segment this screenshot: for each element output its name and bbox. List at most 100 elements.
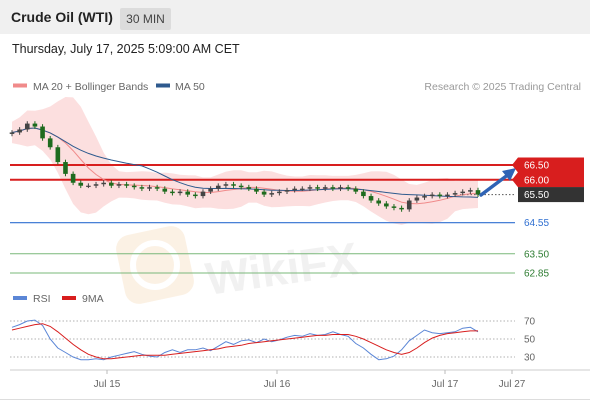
candle-body: [361, 191, 366, 197]
x-tick-label: Jul 15: [94, 379, 121, 390]
candle-body: [345, 187, 351, 189]
candle-body: [437, 194, 443, 197]
candle-body: [231, 184, 236, 186]
instrument-title: Crude Oil (WTI): [11, 9, 113, 25]
level-label-5: 62.85: [524, 269, 549, 280]
candle-body: [384, 203, 389, 207]
levels-layer: [10, 164, 515, 274]
rsi-series-line-1: [11, 323, 478, 360]
level-label-tip-1: [512, 172, 518, 188]
candle-body: [78, 182, 84, 186]
candle-body: [452, 193, 458, 195]
candle-body: [292, 188, 297, 191]
legend-swatch-rsi: [13, 296, 27, 300]
legend-label-rsi: RSI: [33, 293, 51, 305]
candle-body: [162, 188, 168, 192]
candle-body: [330, 187, 336, 189]
x-tick-label: Jul 27: [499, 379, 526, 390]
candle-body: [200, 191, 206, 197]
candle-body: [147, 187, 152, 189]
x-axis: Jul 15 Jul 16 Jul 17 Jul 27: [94, 370, 526, 390]
level-label-0: 66.50: [524, 161, 549, 172]
level-label-bg-2: [518, 187, 584, 203]
rsi-tick-label-70: 70: [524, 317, 536, 328]
candle-body: [185, 191, 191, 195]
candle-body: [193, 194, 198, 197]
candle-body: [32, 123, 38, 127]
candle-body: [338, 187, 343, 189]
header-bar: [0, 0, 590, 34]
x-tick-label: Jul 16: [264, 379, 291, 390]
candles-layer: [9, 121, 481, 212]
candle-body: [299, 188, 305, 190]
candle-body: [116, 184, 122, 186]
candle-body: [139, 187, 145, 189]
candle-body: [391, 206, 397, 208]
candle-body: [399, 207, 404, 210]
candle-body: [154, 187, 160, 189]
candle-body: [406, 200, 412, 210]
candle-body: [47, 138, 53, 148]
datetime-label: Thursday, July 17, 2025 5:09:00 AM CET: [12, 42, 240, 56]
candle-body: [269, 193, 275, 195]
level-label-tip-0: [512, 157, 518, 173]
moving-averages-layer: [11, 127, 479, 205]
level-label-4: 63.50: [524, 249, 549, 260]
wikifx-watermark: WikiFX: [116, 226, 361, 305]
candle-body: [429, 194, 435, 197]
candle-body: [101, 182, 106, 185]
candle-body: [376, 200, 381, 204]
candle-body: [277, 191, 282, 194]
legend-label-ma50: MA 50: [175, 81, 205, 93]
candle-body: [322, 187, 328, 189]
timeframe-badge[interactable]: [120, 8, 171, 30]
candle-body: [24, 123, 30, 130]
candle-body: [223, 184, 229, 186]
candle-body: [353, 188, 359, 192]
candle-body: [86, 185, 91, 187]
legend-label-9ma: 9MA: [82, 293, 104, 305]
candle-body: [55, 147, 61, 163]
candle-body: [468, 190, 473, 192]
forecast-arrow: [479, 168, 516, 197]
level-label-bg-1: [518, 172, 584, 188]
candle-body: [445, 194, 450, 197]
candle-body: [368, 196, 374, 201]
level-label-bg-0: [518, 157, 584, 173]
candle-body: [17, 129, 22, 133]
candle-body: [177, 191, 183, 194]
level-label-2: 65.50: [524, 190, 549, 201]
legend-swatch-ma50: [156, 83, 170, 88]
legend-swatch-bollinger: [13, 83, 27, 88]
candle-body: [261, 191, 267, 195]
candle-body: [315, 187, 320, 189]
candle-body: [40, 126, 45, 139]
candle-body: [475, 190, 481, 195]
candle-body: [170, 191, 175, 194]
candle-body: [460, 191, 466, 194]
ma50-line: [11, 127, 479, 198]
candle-body: [238, 185, 244, 188]
candle-body: [124, 184, 129, 186]
level-labels-layer: 66.50 66.00 65.50 64.55 63.50 62.85: [512, 157, 584, 280]
candle-body: [215, 185, 221, 189]
x-tick-label: Jul 17: [432, 379, 459, 390]
candle-body: [208, 188, 213, 192]
candle-body: [422, 196, 427, 198]
level-label-3: 64.55: [524, 218, 549, 229]
legend-swatch-9ma: [62, 296, 76, 300]
ma20-line: [11, 127, 479, 205]
timeframe-label: 30 MIN: [126, 12, 165, 26]
legend-label-bollinger: MA 20 + Bollinger Bands: [33, 81, 148, 93]
rsi-tick-label-50: 50: [524, 335, 536, 346]
rsi-panel: 70 50 30: [10, 317, 536, 364]
level-label-1: 66.00: [524, 175, 549, 186]
candle-body: [9, 132, 15, 134]
candle-body: [93, 184, 99, 186]
candle-body: [131, 185, 137, 188]
candle-body: [70, 173, 76, 183]
candle-body: [109, 182, 114, 186]
candle-body: [414, 197, 420, 201]
candle-body: [284, 190, 290, 192]
